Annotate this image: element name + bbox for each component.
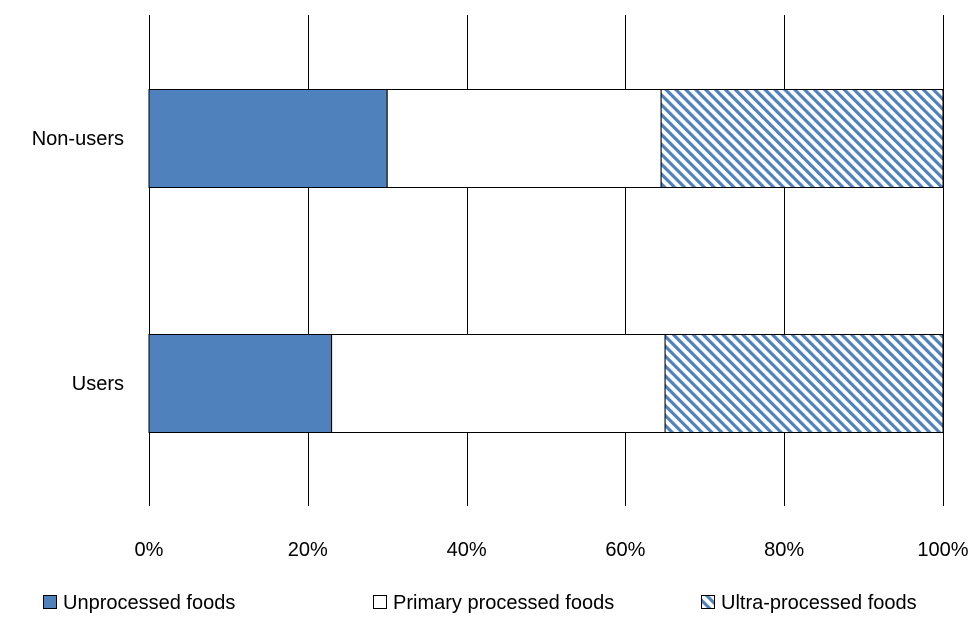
x-tick-labels: 0% 20% 40% 60% 80% 100% [135,539,969,561]
category-label-1: Users [72,373,124,395]
legend: Unprocessed foods Primary processed foods… [43,592,917,614]
category-label-0: Non-users [32,128,124,150]
legend-label-0: Unprocessed foods [63,592,235,614]
legend-swatch-1 [373,595,387,609]
legend-swatch-0 [43,595,57,609]
x-tick-label-0: 0% [135,539,164,561]
bar-non-users-series-1 [386,89,662,188]
bar-users-series-1 [331,334,666,433]
category-labels: Non-users Users [32,128,124,395]
legend-swatch-2 [701,595,715,609]
legend-label-2: Ultra-processed foods [721,592,917,614]
x-tick-label-1: 20% [288,539,328,561]
bar-users-series-2 [664,334,944,433]
legend-label-1: Primary processed foods [393,592,614,614]
bar-users-series-0 [148,334,333,433]
bar-non-users-series-0 [148,89,388,188]
x-tick-label-5: 100% [917,539,968,561]
x-tick-label-2: 40% [447,539,487,561]
x-tick-label-4: 80% [764,539,804,561]
bar-non-users-series-2 [660,89,944,188]
bars [148,89,944,433]
x-tick-label-3: 60% [605,539,645,561]
